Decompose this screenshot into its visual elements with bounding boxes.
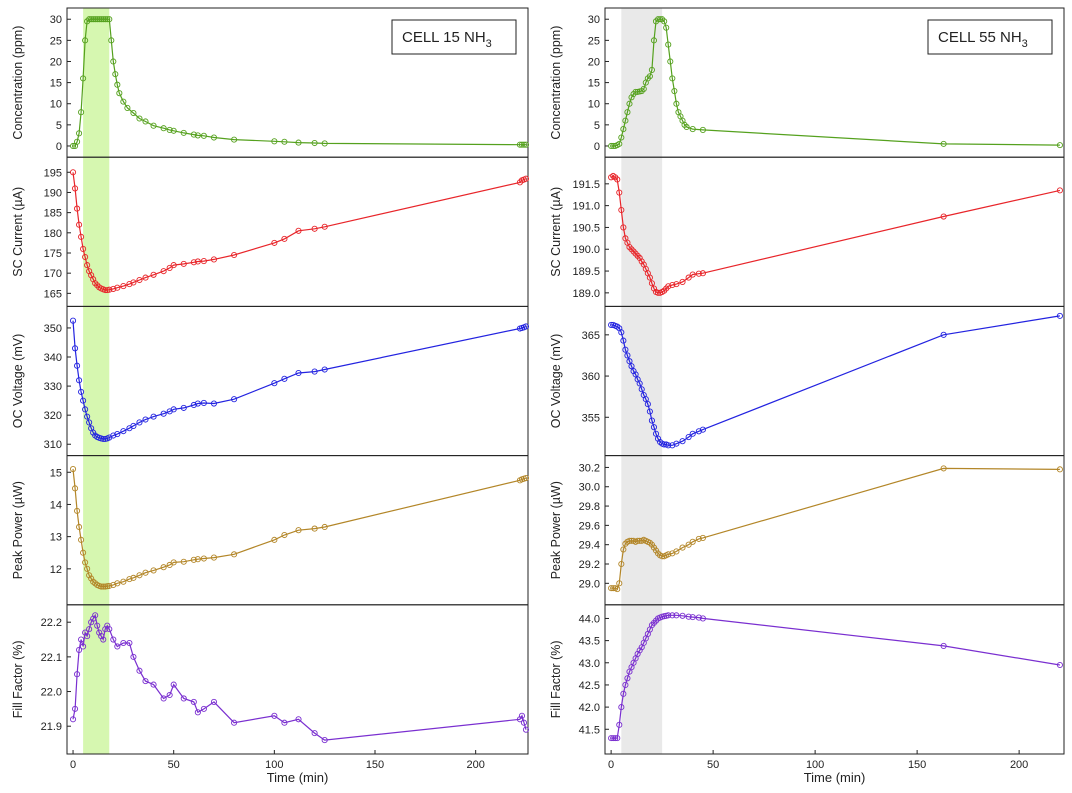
right-fill_factor-ytick-label: 43.5 <box>579 636 600 648</box>
left-oc_voltage-ytick-label: 320 <box>44 410 62 422</box>
right-peak_power-ylabel: Peak Power (µW) <box>549 481 563 579</box>
left-oc_voltage-ytick-label: 350 <box>44 323 62 335</box>
left-sc_current-ytick-label: 170 <box>44 268 62 280</box>
left-chart-title-subscript: 3 <box>486 38 492 50</box>
right-chart-title-subscript: 3 <box>1022 38 1028 50</box>
right-peak_power-series-line <box>611 468 1060 589</box>
right-sc_current-ytick-label: 189.5 <box>572 266 600 278</box>
right-xtick-label: 0 <box>608 759 614 771</box>
right-sc_current-ylabel: SC Current (µA) <box>549 187 563 277</box>
right-oc_voltage-ytick-label: 365 <box>582 330 600 342</box>
right-peak_power-ytick-label: 29.8 <box>579 501 600 513</box>
left-concentration-ytick-label: 30 <box>50 14 62 26</box>
left-concentration-ytick-label: 15 <box>50 78 62 90</box>
right-sc_current-ytick-label: 191.5 <box>572 179 600 191</box>
right-xtick-label: 50 <box>707 759 719 771</box>
left-sc_current-ytick-label: 175 <box>44 248 62 260</box>
right-oc_voltage-series-line <box>611 316 1060 445</box>
left-oc_voltage-series-line <box>73 321 526 439</box>
right-sc_current-ytick-label: 189.0 <box>572 288 600 300</box>
left-peak_power-ytick-label: 12 <box>50 564 62 576</box>
right-peak_power-ytick-label: 29.0 <box>579 578 600 590</box>
left-concentration-ytick-label: 25 <box>50 35 62 47</box>
right-oc_voltage-ytick-label: 355 <box>582 412 600 424</box>
right-oc_voltage-ytick-label: 360 <box>582 371 600 383</box>
right-concentration-ytick-label: 5 <box>594 120 600 132</box>
right-peak_power-ytick-label: 30.2 <box>579 462 600 474</box>
left-concentration-ytick-label: 5 <box>56 120 62 132</box>
right-fill_factor-ytick-label: 44.0 <box>579 613 600 625</box>
left-concentration-ytick-label: 20 <box>50 56 62 68</box>
left-sc_current-ytick-label: 185 <box>44 208 62 220</box>
left-fill_factor-ytick-label: 21.9 <box>41 721 62 733</box>
left-xtick-label: 50 <box>168 759 180 771</box>
right-concentration-ytick-label: 20 <box>588 56 600 68</box>
left-peak_power-ytick-label: 13 <box>50 532 62 544</box>
left-peak_power-ytick-label: 14 <box>50 499 62 511</box>
left-chart: 051015202530Concentration (ppm)165170175… <box>11 8 529 785</box>
left-xlabel: Time (min) <box>267 770 329 785</box>
right-concentration-ytick-label: 0 <box>594 141 600 153</box>
right-fill_factor-ytick-label: 41.5 <box>579 724 600 736</box>
right-sc_current-ytick-label: 190.0 <box>572 244 600 256</box>
left-exposure-band <box>83 8 109 754</box>
right-concentration-ytick-label: 30 <box>588 14 600 26</box>
right-sc_current-ytick-label: 191.0 <box>572 201 600 213</box>
left-fill_factor-ytick-label: 22.1 <box>41 652 62 664</box>
left-oc_voltage-ytick-label: 310 <box>44 439 62 451</box>
right-xtick-label: 150 <box>908 759 926 771</box>
right-fill_factor-ylabel: Fill Factor (%) <box>549 641 563 719</box>
right-fill_factor-ytick-label: 43.0 <box>579 658 600 670</box>
left-oc_voltage-ylabel: OC Voltage (mV) <box>11 334 25 428</box>
right-oc_voltage-frame <box>605 306 1064 455</box>
right-peak_power-ytick-label: 29.2 <box>579 559 600 571</box>
right-concentration-ytick-label: 10 <box>588 99 600 111</box>
left-sc_current-ytick-label: 195 <box>44 167 62 179</box>
right-fill_factor-ytick-label: 42.0 <box>579 702 600 714</box>
left-sc_current-ylabel: SC Current (µA) <box>11 187 25 277</box>
right-concentration-ytick-label: 25 <box>588 35 600 47</box>
left-sc_current-ytick-label: 190 <box>44 187 62 199</box>
right-peak_power-ytick-label: 29.4 <box>579 540 600 552</box>
right-xtick-label: 200 <box>1010 759 1028 771</box>
right-oc_voltage-ylabel: OC Voltage (mV) <box>549 334 563 428</box>
right-concentration-ytick-label: 15 <box>588 78 600 90</box>
left-sc_current-ytick-label: 165 <box>44 288 62 300</box>
left-concentration-ylabel: Concentration (ppm) <box>11 26 25 140</box>
right-chart: 051015202530Concentration (ppm)189.0189.… <box>549 8 1064 785</box>
left-oc_voltage-ytick-label: 330 <box>44 381 62 393</box>
left-xtick-label: 150 <box>366 759 384 771</box>
right-peak_power-ytick-label: 30.0 <box>579 482 600 494</box>
left-fill_factor-frame <box>67 605 528 754</box>
left-xtick-label: 0 <box>70 759 76 771</box>
left-sc_current-series-line <box>73 172 526 290</box>
right-sc_current-series-line <box>611 176 1060 293</box>
left-peak_power-ytick-label: 15 <box>50 467 62 479</box>
left-fill_factor-ytick-label: 22.0 <box>41 687 62 699</box>
right-peak_power-frame <box>605 456 1064 605</box>
right-peak_power-ytick-label: 29.6 <box>579 520 600 532</box>
right-sc_current-ytick-label: 190.5 <box>572 222 600 234</box>
right-fill_factor-frame <box>605 605 1064 754</box>
left-oc_voltage-ytick-label: 340 <box>44 352 62 364</box>
left-sc_current-ytick-label: 180 <box>44 228 62 240</box>
right-fill_factor-series-line <box>611 615 1060 738</box>
right-fill_factor-ytick-label: 42.5 <box>579 680 600 692</box>
left-peak_power-ylabel: Peak Power (µW) <box>11 481 25 579</box>
left-concentration-ytick-label: 10 <box>50 99 62 111</box>
left-concentration-ytick-label: 0 <box>56 141 62 153</box>
right-xlabel: Time (min) <box>804 770 866 785</box>
left-fill_factor-ytick-label: 22.2 <box>41 617 62 629</box>
left-xtick-label: 200 <box>466 759 484 771</box>
left-oc_voltage-frame <box>67 306 528 455</box>
left-fill_factor-ylabel: Fill Factor (%) <box>11 641 25 719</box>
right-concentration-ylabel: Concentration (ppm) <box>549 26 563 140</box>
